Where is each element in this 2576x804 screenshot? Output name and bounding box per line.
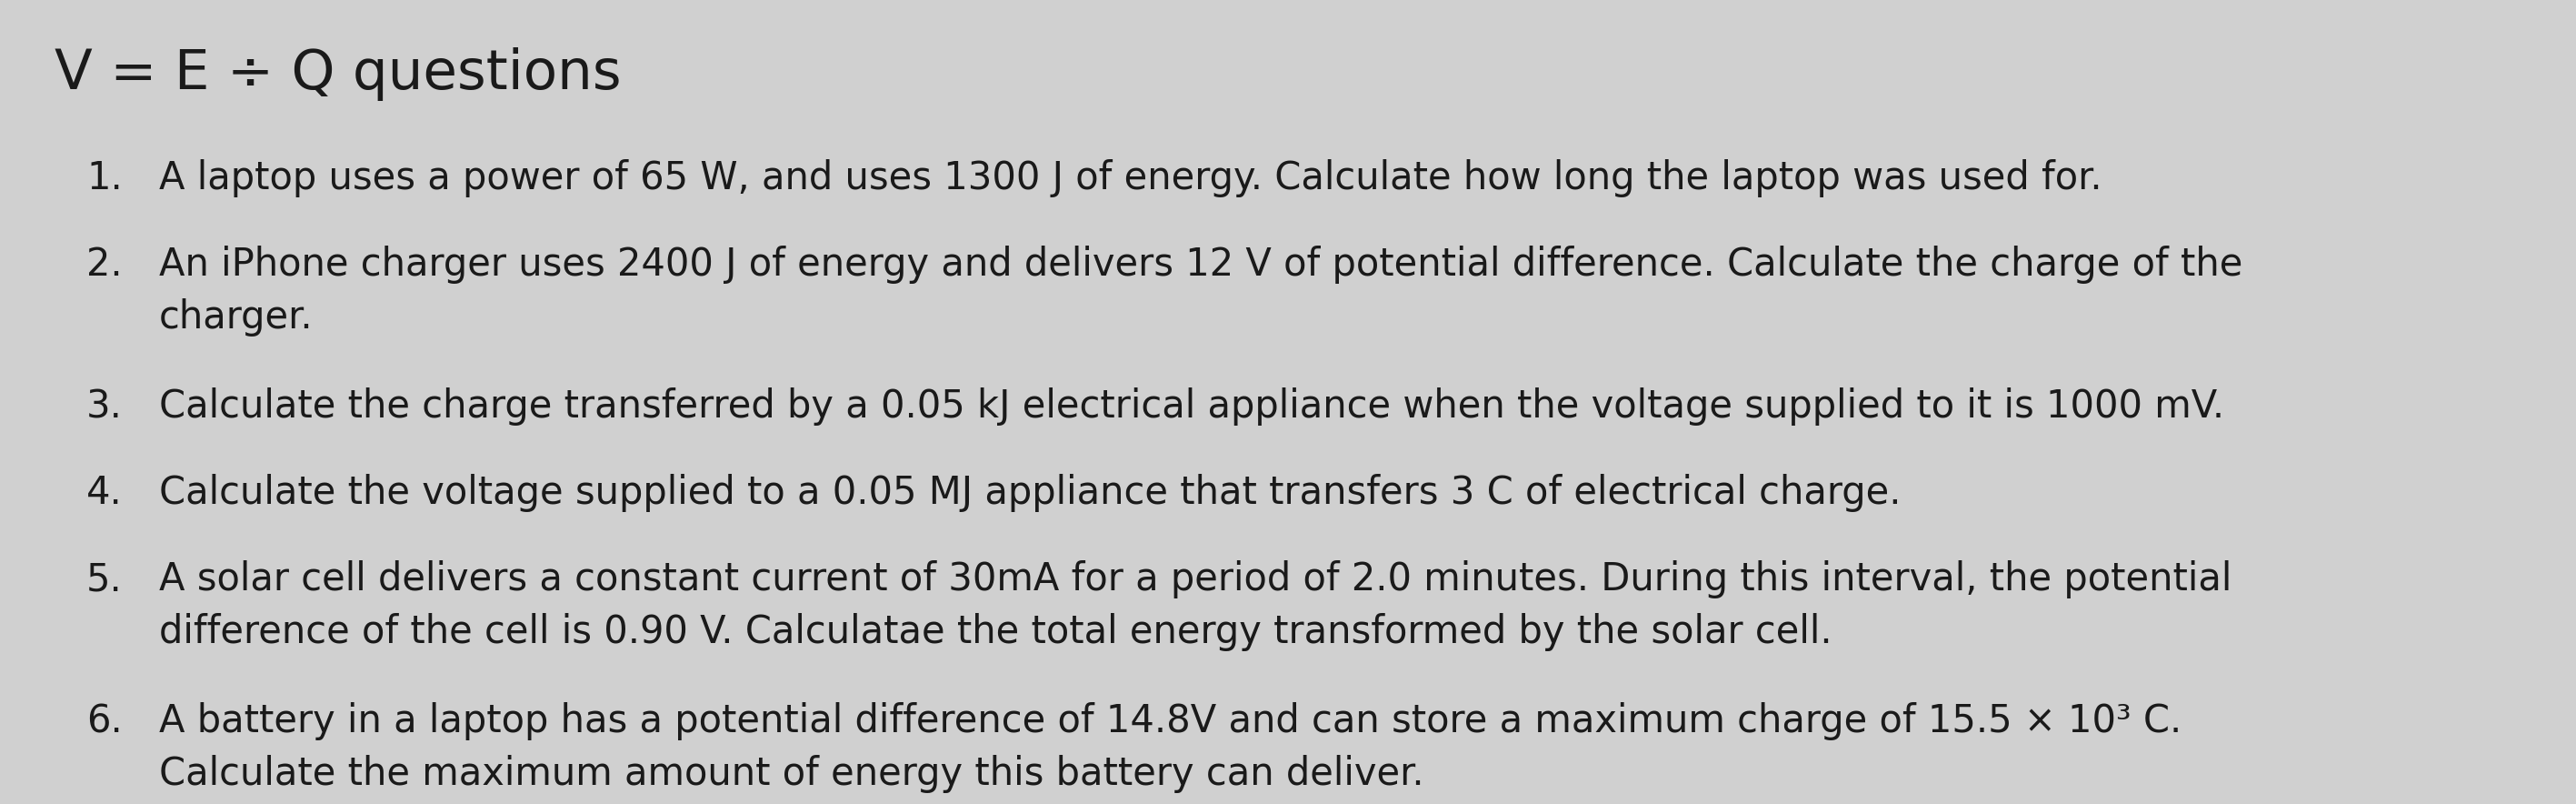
Text: 5.: 5. bbox=[88, 560, 124, 598]
Text: V = E ÷ Q questions: V = E ÷ Q questions bbox=[54, 47, 621, 101]
Text: Calculate the voltage supplied to a 0.05 MJ appliance that transfers 3 C of elec: Calculate the voltage supplied to a 0.05… bbox=[160, 474, 1901, 512]
Text: A laptop uses a power of 65 W, and uses 1300 J of energy. Calculate how long the: A laptop uses a power of 65 W, and uses … bbox=[160, 159, 2102, 197]
Text: 1.: 1. bbox=[88, 159, 124, 197]
Text: A battery in a laptop has a potential difference of 14.8V and can store a maximu: A battery in a laptop has a potential di… bbox=[160, 702, 2182, 740]
Text: Calculate the charge transferred by a 0.05 kJ electrical appliance when the volt: Calculate the charge transferred by a 0.… bbox=[160, 388, 2223, 425]
Text: A solar cell delivers a constant current of 30mA for a period of 2.0 minutes. Du: A solar cell delivers a constant current… bbox=[160, 560, 2231, 598]
Text: Calculate the maximum amount of energy this battery can deliver.: Calculate the maximum amount of energy t… bbox=[160, 755, 1425, 793]
Text: difference of the cell is 0.90 V. Calculatae the total energy transformed by the: difference of the cell is 0.90 V. Calcul… bbox=[160, 613, 1832, 651]
Text: 3.: 3. bbox=[88, 388, 124, 425]
Text: charger.: charger. bbox=[160, 298, 314, 337]
Text: An iPhone charger uses 2400 J of energy and delivers 12 V of potential differenc: An iPhone charger uses 2400 J of energy … bbox=[160, 245, 2244, 284]
Text: 6.: 6. bbox=[88, 702, 124, 740]
Text: 2.: 2. bbox=[88, 245, 124, 284]
Text: 4.: 4. bbox=[88, 474, 124, 512]
